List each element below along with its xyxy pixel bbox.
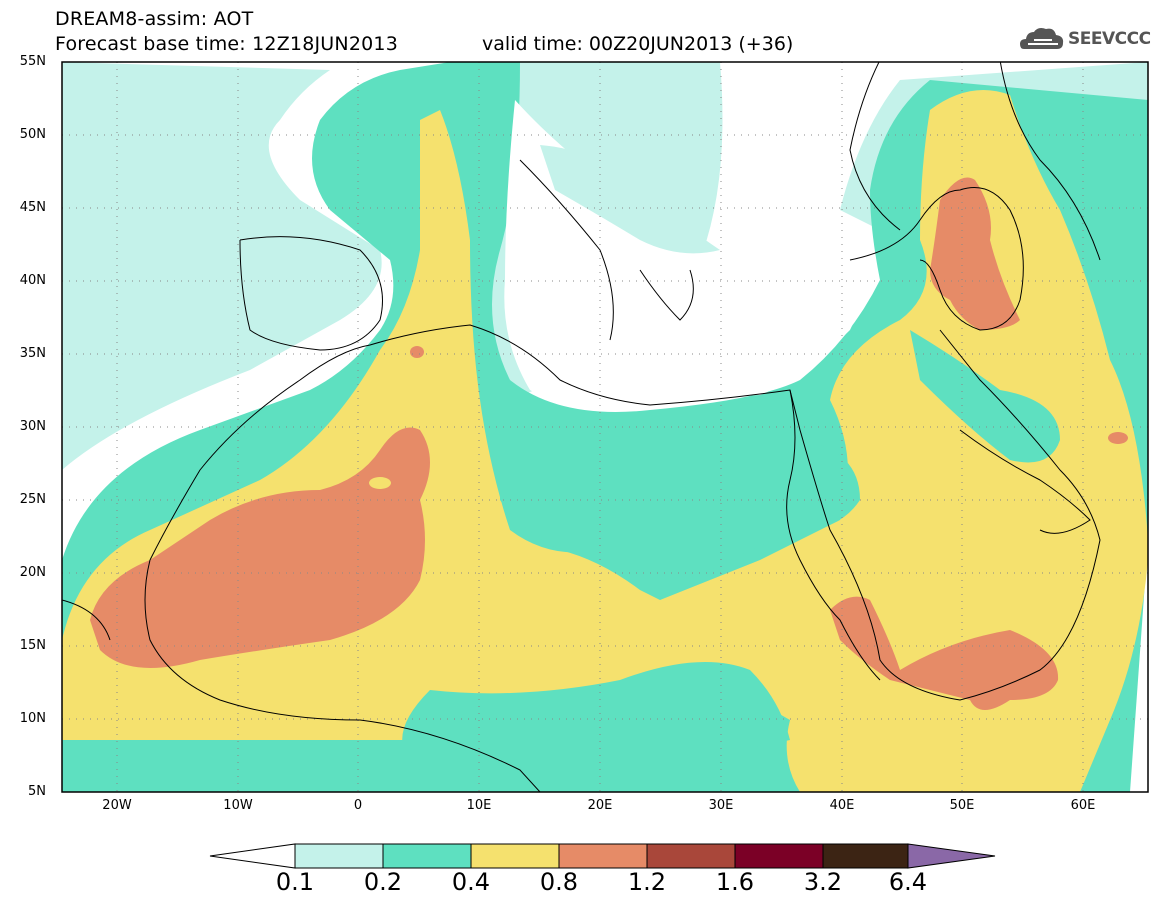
colorbar-label: 1.2	[627, 868, 667, 896]
colorbar-label: 0.4	[451, 868, 491, 896]
colorbar-label: 3.2	[803, 868, 843, 896]
lon-label: 20E	[587, 798, 613, 813]
lat-label: 50N	[19, 127, 46, 142]
colorbar-swatch-1	[294, 843, 384, 869]
colorbar-swatch-3	[470, 843, 560, 869]
forecast-base-time: Forecast base time: 12Z18JUN2013	[55, 33, 398, 55]
lon-label: 10W	[223, 798, 253, 813]
lon-label: 40E	[829, 798, 855, 813]
map-frame	[61, 61, 1149, 793]
colorbar-swatch-2	[382, 843, 472, 869]
lat-label: 45N	[19, 200, 46, 215]
valid-time: valid time: 00Z20JUN2013 (+36)	[482, 33, 794, 55]
aot-hole	[369, 477, 391, 489]
lon-label: 30E	[708, 798, 734, 813]
lat-label: 20N	[19, 565, 46, 580]
lon-label: 10E	[466, 798, 492, 813]
colorbar-label: 0.8	[539, 868, 579, 896]
colorbar-swatch-7	[822, 843, 909, 869]
colorbar	[209, 843, 996, 869]
colorbar-swatch-6	[734, 843, 824, 869]
colorbar-swatch-4	[558, 843, 648, 869]
lon-label: 60E	[1070, 798, 1096, 813]
colorbar-label: 1.6	[715, 868, 755, 896]
map-title: DREAM8-assim: AOT	[55, 8, 254, 30]
aot-band-0.1	[62, 62, 382, 470]
aot-band-0.8	[930, 177, 1020, 330]
aot-band-0.8	[90, 427, 430, 668]
lon-label: 20W	[102, 798, 132, 813]
colorbar-label: 0.1	[275, 868, 315, 896]
aot-band-0.2	[402, 662, 790, 770]
colorbar-swatch-5	[646, 843, 736, 869]
lat-label: 40N	[19, 273, 46, 288]
graticule	[62, 62, 1148, 792]
clean-air-area	[540, 145, 720, 254]
logo-text: SEEVCCC	[1068, 29, 1151, 49]
lat-label: 55N	[19, 54, 46, 69]
lat-label: 5N	[28, 784, 46, 799]
lon-label: 0	[353, 798, 363, 813]
lat-label: 15N	[19, 638, 46, 653]
lat-label: 25N	[19, 492, 46, 507]
aot-spot	[1108, 432, 1128, 444]
lon-label: 50E	[949, 798, 975, 813]
aot-band-0.2	[910, 330, 1060, 463]
aot-band-0.8	[830, 596, 1059, 710]
lat-label: 30N	[19, 419, 46, 434]
coastlines	[62, 62, 1101, 792]
colorbar-arrow-high	[907, 843, 996, 869]
aot-spot	[410, 346, 424, 358]
colorbar-label: 6.4	[888, 868, 928, 896]
lat-label: 35N	[19, 346, 46, 361]
colorbar-label: 0.2	[363, 868, 403, 896]
aot-band-0.2	[500, 415, 860, 600]
colorbar-arrow-low	[209, 843, 296, 869]
lat-label: 10N	[19, 711, 46, 726]
cloud-icon	[1020, 28, 1064, 49]
